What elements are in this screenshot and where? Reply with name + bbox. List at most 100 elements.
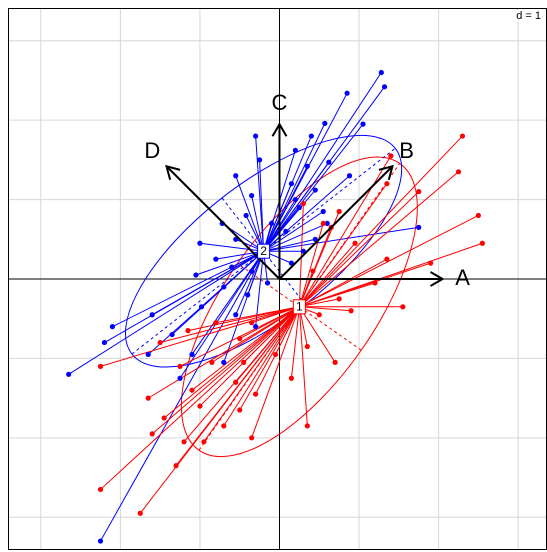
point-group-1 [233, 379, 239, 385]
point-group-1 [181, 439, 187, 445]
point-group-1 [272, 351, 279, 358]
point-group-1 [475, 212, 481, 219]
point-group-1 [149, 431, 155, 437]
segment-group-2 [263, 238, 316, 252]
point-group-2 [145, 351, 151, 358]
segment-group-1 [187, 306, 300, 332]
segment-group-1 [298, 223, 324, 307]
arrowhead-C [271, 122, 288, 137]
segment-group-1 [298, 306, 336, 363]
segment-group-1 [191, 306, 300, 391]
segment-group-1 [100, 306, 300, 490]
grid [9, 9, 546, 549]
segment-group-1 [151, 306, 300, 435]
segment-group-1 [298, 306, 308, 426]
point-group-1 [304, 343, 310, 350]
arrow-label-C: C [272, 90, 288, 115]
segment-group-1 [163, 306, 300, 419]
point-group-2 [198, 304, 205, 310]
ellipse-major-axis-2 [131, 147, 396, 355]
segment-group-2 [263, 183, 292, 252]
point-group-2 [346, 173, 353, 179]
point-group-2 [66, 371, 72, 377]
segment-group-1 [299, 282, 376, 308]
segment-group-1 [299, 298, 340, 308]
segment-group-2 [263, 226, 419, 252]
point-group-1 [237, 407, 243, 413]
point-group-2 [360, 121, 366, 127]
point-group-1 [372, 280, 378, 286]
segment-group-1 [239, 306, 300, 411]
segment-group-1 [298, 155, 392, 308]
point-group-1 [384, 181, 390, 187]
point-group-1 [332, 359, 338, 365]
segment-group-1 [290, 306, 300, 379]
point-group-2 [221, 284, 227, 290]
point-group-1 [336, 296, 342, 302]
point-group-2 [312, 187, 318, 193]
point-group-1 [352, 240, 358, 246]
segment-group-2 [100, 250, 265, 542]
point-group-2 [245, 292, 251, 298]
point-group-1 [384, 256, 390, 262]
point-group-1 [97, 363, 104, 369]
point-group-2 [149, 312, 155, 318]
point-group-1 [310, 268, 316, 274]
segment-group-2 [235, 251, 265, 315]
point-group-1 [428, 260, 434, 266]
point-group-2 [177, 375, 183, 381]
point-group-1 [320, 220, 326, 227]
segment-group-2 [263, 166, 308, 252]
segment-group-1 [299, 191, 420, 308]
segment-group-2 [223, 251, 265, 363]
point-group-1 [288, 375, 295, 381]
variable-arrows: A B C D [144, 90, 470, 290]
point-group-1 [197, 403, 203, 409]
point-group-2 [296, 204, 302, 211]
segment-group-2 [147, 250, 264, 355]
point-group-1 [145, 395, 151, 401]
segment-group-2 [263, 222, 328, 252]
arrowhead-B [378, 164, 394, 181]
point-group-2 [249, 193, 255, 199]
point-group-1 [201, 439, 207, 445]
segment-group-1 [299, 306, 352, 312]
segment-group-2 [215, 250, 264, 260]
segment-group-1 [100, 306, 300, 367]
point-group-1 [304, 423, 310, 429]
segment-group-2 [259, 159, 265, 252]
segment-group-2 [263, 123, 326, 252]
segment-group-1 [299, 242, 356, 308]
arrow-B [278, 165, 394, 280]
segment-group-2 [191, 250, 264, 355]
ellipse-minor-axis-1 [237, 263, 362, 351]
segment-group-1 [298, 203, 304, 307]
point-group-2 [324, 220, 330, 227]
point-group-2 [197, 240, 203, 246]
point-group-1 [249, 435, 255, 441]
grid-scale-label: d = 1 [514, 10, 543, 22]
point-group-2 [221, 359, 227, 365]
data-points [66, 69, 485, 544]
segment-group-1 [299, 242, 483, 308]
segment-group-2 [251, 195, 265, 252]
point-group-1 [336, 208, 342, 215]
point-group-2 [253, 133, 259, 139]
point-group-1 [173, 463, 179, 469]
point-group-2 [283, 228, 289, 234]
point-group-2 [189, 351, 195, 358]
point-group-2 [320, 208, 326, 215]
segment-group-1 [223, 306, 300, 427]
point-group-1 [249, 320, 255, 326]
segment-group-1 [139, 306, 300, 514]
point-group-1 [253, 391, 259, 397]
point-group-2 [243, 212, 249, 219]
segment-group-2 [195, 250, 264, 276]
point-group-2 [268, 220, 275, 227]
segment-group-2 [112, 250, 264, 328]
point-group-2 [292, 196, 298, 203]
point-group-2 [257, 157, 263, 163]
point-group-2 [97, 538, 104, 544]
point-group-2 [378, 69, 384, 76]
